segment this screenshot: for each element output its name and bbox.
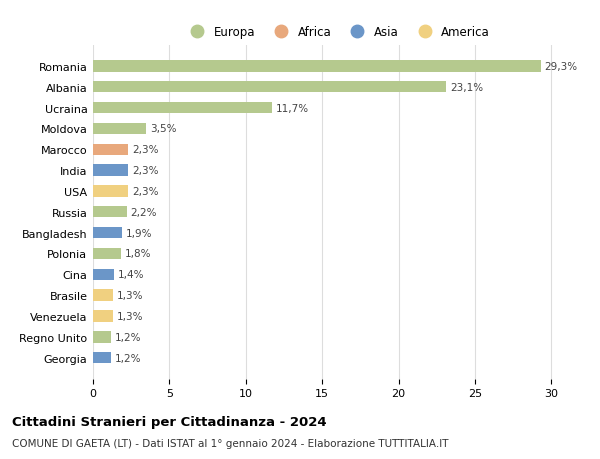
Bar	[93, 82, 446, 93]
Text: 2,3%: 2,3%	[132, 186, 158, 196]
Bar	[93, 269, 115, 280]
Text: 1,2%: 1,2%	[115, 332, 142, 342]
Text: 29,3%: 29,3%	[545, 62, 578, 72]
Bar	[93, 227, 122, 239]
Text: 1,2%: 1,2%	[115, 353, 142, 363]
Bar	[93, 144, 128, 156]
Text: 23,1%: 23,1%	[450, 83, 483, 93]
Text: 1,4%: 1,4%	[118, 270, 145, 280]
Text: Cittadini Stranieri per Cittadinanza - 2024: Cittadini Stranieri per Cittadinanza - 2…	[12, 415, 326, 428]
Bar	[93, 103, 272, 114]
Legend: Europa, Africa, Asia, America: Europa, Africa, Asia, America	[183, 23, 492, 41]
Text: 1,3%: 1,3%	[116, 291, 143, 301]
Text: 1,8%: 1,8%	[124, 249, 151, 259]
Text: 2,3%: 2,3%	[132, 145, 158, 155]
Text: 2,2%: 2,2%	[130, 207, 157, 217]
Text: 11,7%: 11,7%	[275, 103, 309, 113]
Bar	[93, 123, 146, 135]
Bar	[93, 186, 128, 197]
Bar	[93, 311, 113, 322]
Text: 3,5%: 3,5%	[151, 124, 177, 134]
Bar	[93, 290, 113, 301]
Text: 1,3%: 1,3%	[116, 311, 143, 321]
Text: 1,9%: 1,9%	[126, 228, 152, 238]
Bar	[93, 248, 121, 260]
Text: 2,3%: 2,3%	[132, 166, 158, 176]
Bar	[93, 331, 112, 343]
Bar	[93, 165, 128, 176]
Bar	[93, 207, 127, 218]
Bar	[93, 61, 541, 73]
Bar	[93, 352, 112, 364]
Text: COMUNE DI GAETA (LT) - Dati ISTAT al 1° gennaio 2024 - Elaborazione TUTTITALIA.I: COMUNE DI GAETA (LT) - Dati ISTAT al 1° …	[12, 438, 449, 448]
